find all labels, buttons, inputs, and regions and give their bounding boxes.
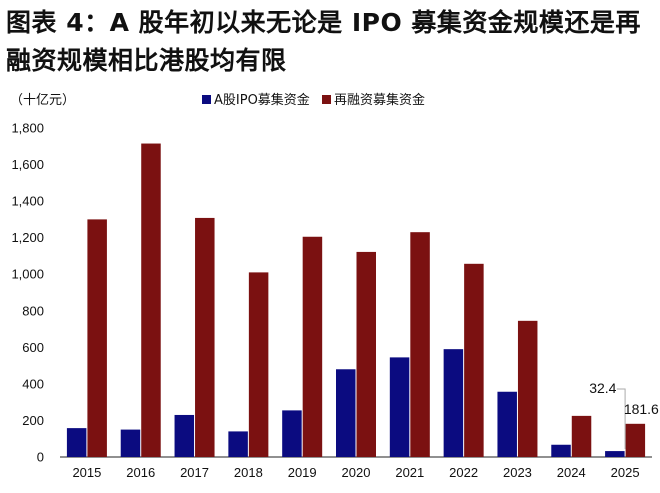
bar-ipo	[120, 429, 141, 457]
legend-swatch-refinancing	[322, 95, 331, 104]
annotation-refinancing-2025: 181.6	[624, 401, 659, 417]
bar-ipo	[66, 428, 87, 457]
y-tick-label: 1,600	[11, 157, 44, 172]
legend-swatch-ipo	[202, 95, 211, 104]
bar-refinancing	[141, 143, 161, 457]
y-tick-label: 1,000	[11, 267, 44, 282]
legend-label-ipo: A股IPO募集资金	[214, 92, 310, 108]
chart-title: 图表 4：A 股年初以来无论是 IPO 募集资金规模还是再融资规模相比港股均有限	[6, 8, 641, 75]
bar-refinancing	[571, 415, 592, 457]
y-tick-label: 1,200	[11, 230, 44, 245]
y-tick-label: 400	[22, 376, 44, 391]
bar-ipo	[551, 444, 571, 457]
y-tick-label: 1,400	[11, 194, 44, 209]
y-axis-unit-label: （十亿元）	[10, 92, 75, 107]
x-tick-label: 2019	[288, 465, 317, 480]
annotation-leader-ipo	[616, 388, 626, 450]
bar-ipo	[605, 451, 625, 457]
x-tick-label: 2016	[126, 465, 155, 480]
y-tick-label: 800	[22, 303, 44, 318]
bar-refinancing	[356, 251, 376, 457]
x-tick-label: 2025	[611, 465, 640, 480]
bar-ipo	[497, 391, 517, 457]
bar-refinancing	[410, 232, 430, 457]
x-tick-label: 2023	[503, 465, 532, 480]
bar-refinancing	[302, 236, 323, 457]
x-tick-label: 2024	[557, 465, 586, 480]
y-tick-label: 600	[22, 340, 44, 355]
bar-ipo	[389, 357, 410, 457]
annotation-ipo-2025: 32.4	[589, 380, 616, 396]
bar-refinancing	[517, 320, 538, 457]
x-tick-label: 2020	[342, 465, 371, 480]
y-tick-label: 0	[37, 450, 44, 465]
bar-refinancing	[87, 219, 107, 457]
bar-refinancing	[248, 272, 269, 457]
x-tick-label: 2015	[72, 465, 101, 480]
bar-ipo	[282, 410, 302, 457]
x-tick-label: 2022	[449, 465, 478, 480]
y-tick-label: 1,800	[11, 121, 44, 136]
bar-refinancing	[464, 263, 484, 457]
x-tick-label: 2021	[395, 465, 424, 480]
bar-refinancing	[625, 423, 646, 457]
bar-ipo	[174, 414, 195, 457]
x-tick-label: 2017	[180, 465, 209, 480]
legend-label-refinancing: 再融资募集资金	[334, 92, 425, 108]
y-tick-label: 200	[22, 413, 44, 428]
x-tick-label: 2018	[234, 465, 263, 480]
bar-ipo	[228, 431, 248, 457]
bar-refinancing	[195, 217, 215, 457]
bar-ipo	[336, 369, 356, 457]
bar-ipo	[443, 349, 464, 457]
